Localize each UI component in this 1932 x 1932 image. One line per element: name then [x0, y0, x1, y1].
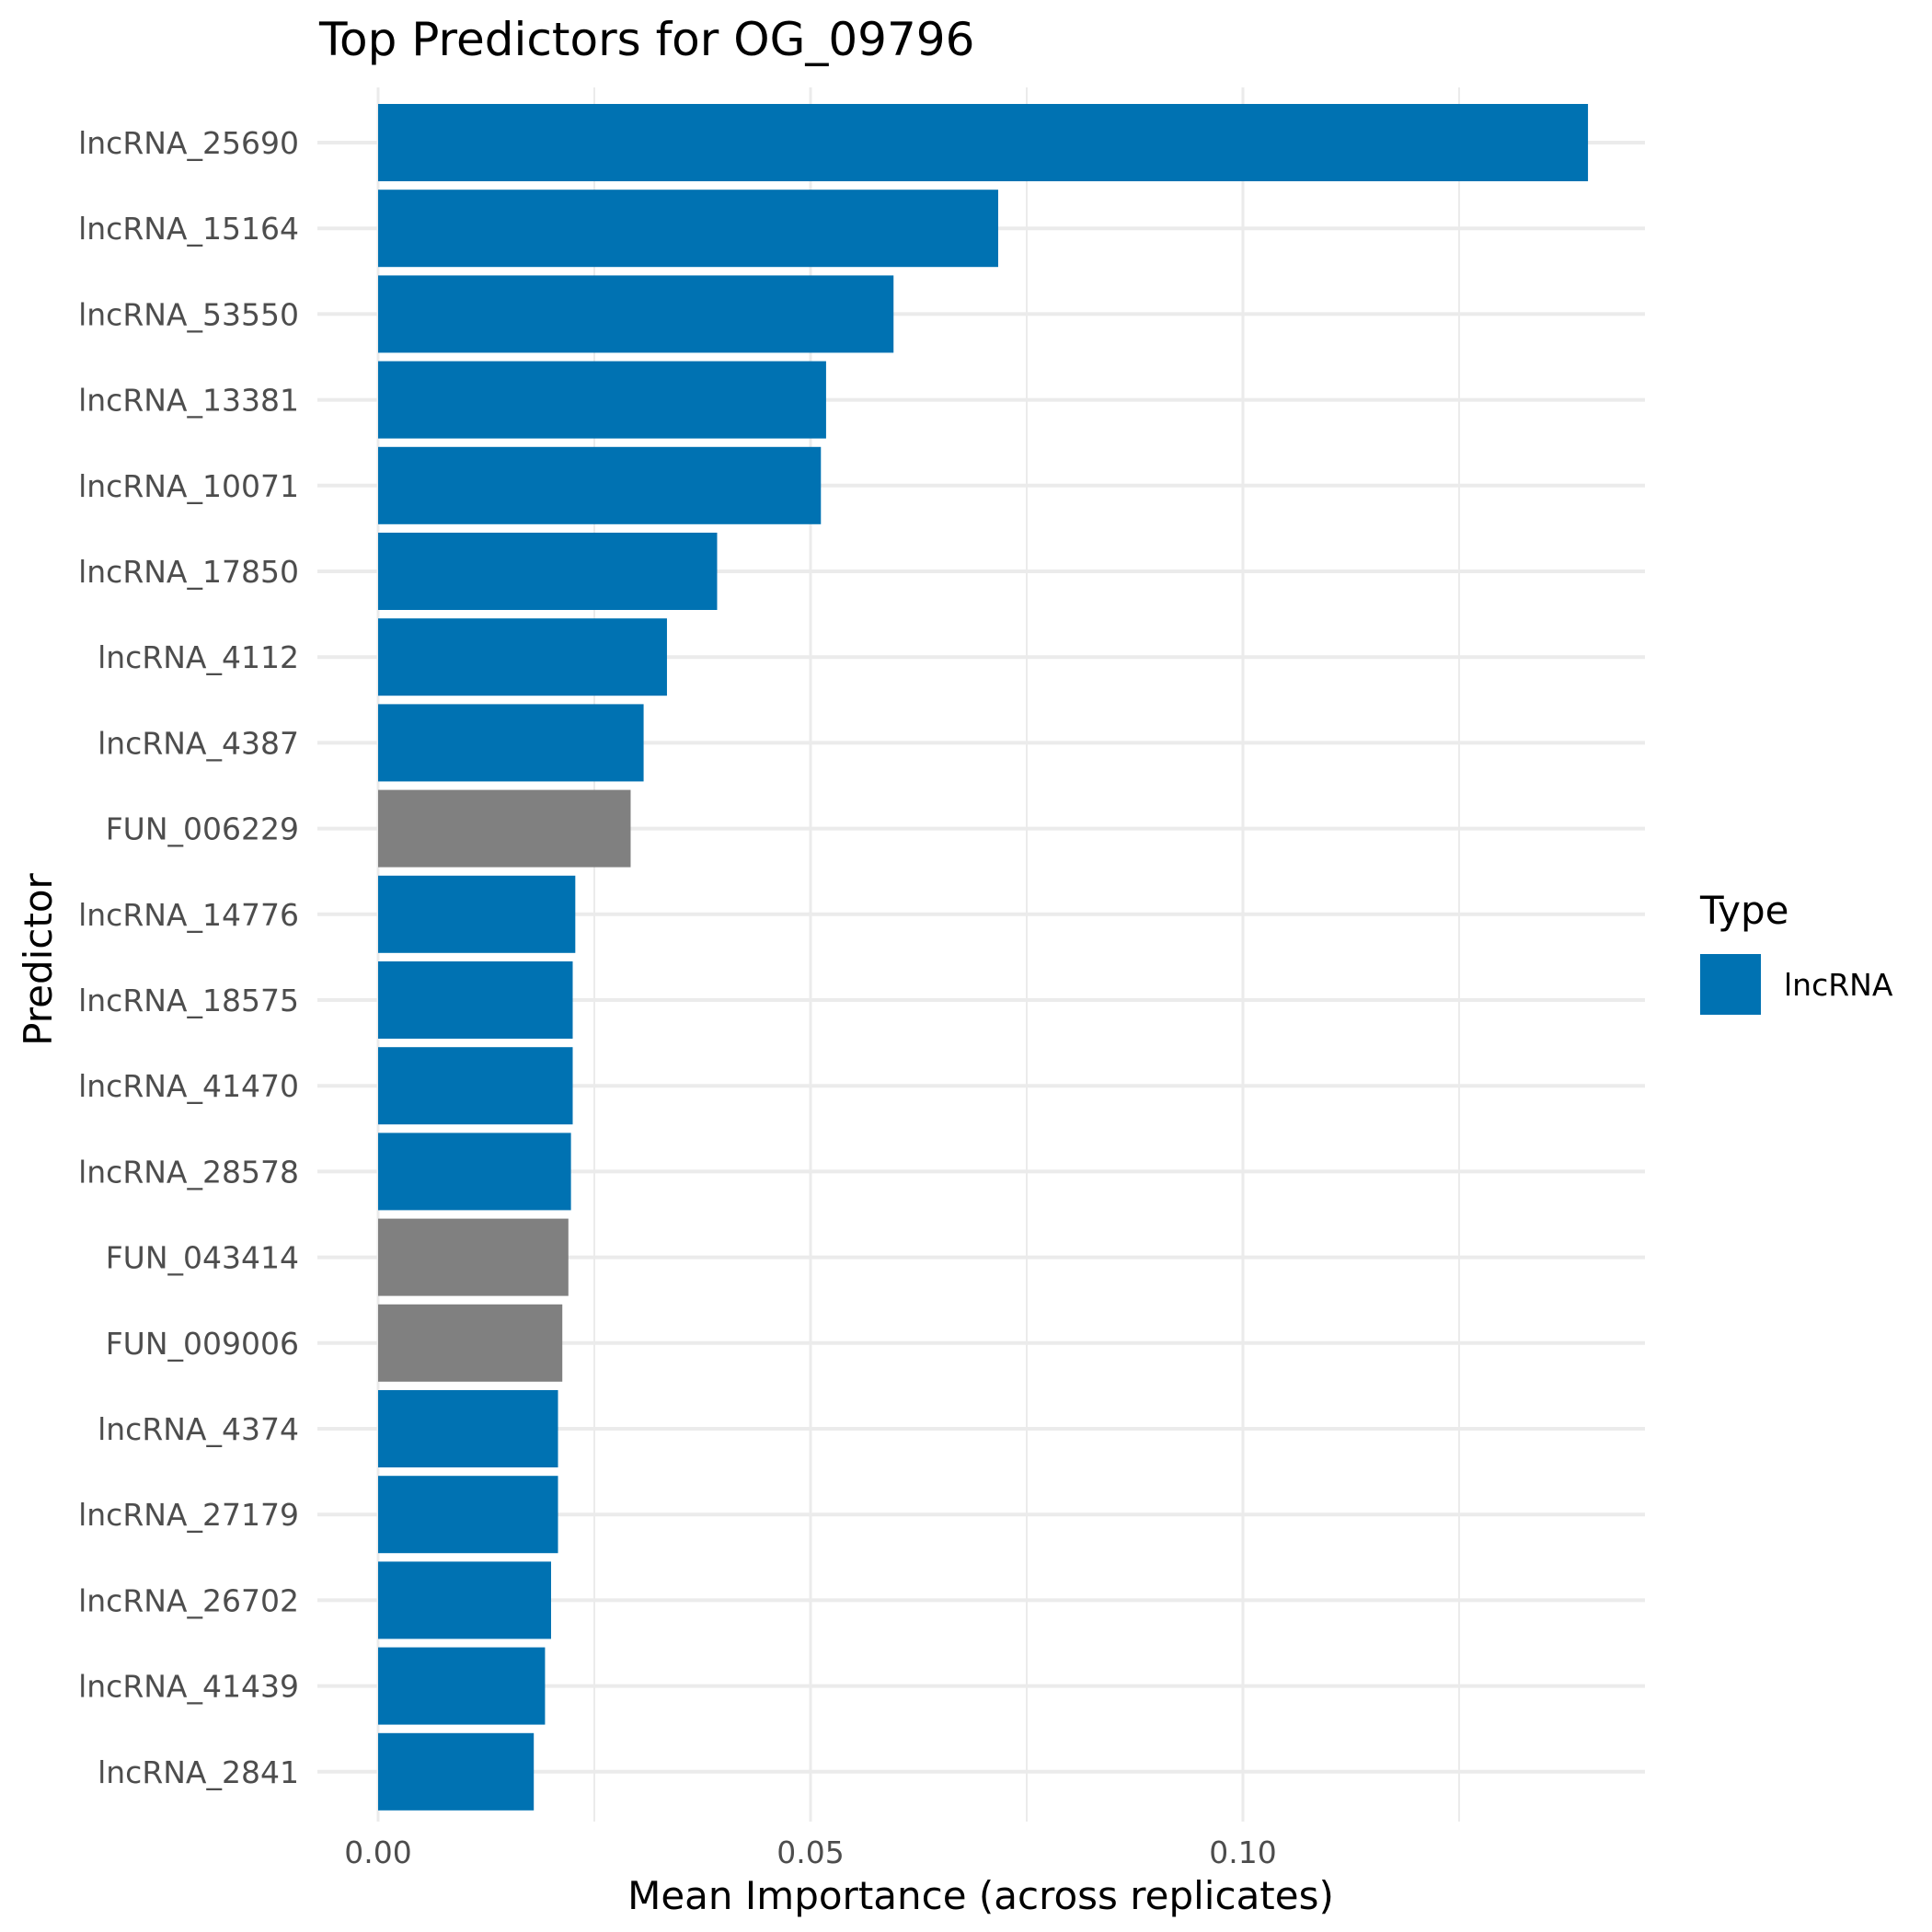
- bar-lncRNA_27179: [378, 1476, 558, 1554]
- bar-lncRNA_14776: [378, 875, 576, 953]
- y-tick-label: FUN_043414: [106, 1240, 299, 1276]
- y-tick-label: lncRNA_4112: [98, 639, 299, 675]
- y-axis-title: Predictor: [16, 872, 61, 1045]
- chart-title: Top Predictors for OG_09796: [318, 13, 974, 66]
- bar-lncRNA_13381: [378, 361, 826, 439]
- bars: [378, 104, 1589, 1811]
- y-tick-label: lncRNA_27179: [78, 1497, 299, 1533]
- y-tick-label: lncRNA_18575: [78, 983, 299, 1018]
- x-axis-title: Mean Importance (across replicates): [627, 1873, 1334, 1918]
- y-tick-label: lncRNA_41470: [78, 1068, 299, 1104]
- bar-lncRNA_53550: [378, 275, 894, 353]
- legend: Type lncRNA: [1699, 888, 1893, 1015]
- legend-swatch: [1700, 954, 1761, 1015]
- y-tick-label: lncRNA_41439: [78, 1669, 299, 1705]
- bar-lncRNA_2841: [378, 1732, 535, 1811]
- y-tick-label: lncRNA_15164: [78, 211, 299, 247]
- bar-lncRNA_10071: [378, 446, 822, 524]
- bar-lncRNA_17850: [378, 533, 718, 610]
- y-tick-label: lncRNA_25690: [78, 125, 299, 161]
- y-tick-label: lncRNA_53550: [78, 296, 299, 332]
- bar-lncRNA_4112: [378, 618, 667, 696]
- bar-FUN_006229: [378, 789, 631, 868]
- bar-lncRNA_4387: [378, 704, 644, 782]
- x-tick-label: 0.00: [344, 1834, 411, 1870]
- bar-lncRNA_41439: [378, 1647, 546, 1725]
- bar-lncRNA_25690: [378, 104, 1589, 181]
- y-tick-label: FUN_009006: [106, 1326, 299, 1362]
- bar-lncRNA_41470: [378, 1047, 573, 1125]
- y-tick-label: lncRNA_14776: [78, 897, 299, 933]
- legend-label: lncRNA: [1784, 967, 1893, 1003]
- bar-lncRNA_18575: [378, 961, 573, 1039]
- y-tick-label: lncRNA_13381: [78, 383, 299, 419]
- bar-FUN_043414: [378, 1218, 569, 1296]
- y-tick-label: lncRNA_28578: [78, 1154, 299, 1190]
- y-tick-label: lncRNA_4374: [98, 1411, 299, 1447]
- y-tick-label: lncRNA_10071: [78, 468, 299, 504]
- bar-FUN_009006: [378, 1304, 563, 1382]
- x-tick-label: 0.10: [1209, 1834, 1276, 1870]
- bar-lncRNA_15164: [378, 190, 998, 268]
- bar-lncRNA_28578: [378, 1133, 571, 1211]
- y-tick-label: lncRNA_2841: [98, 1754, 299, 1790]
- y-tick-label: lncRNA_4387: [98, 725, 299, 761]
- legend-entries: lncRNA: [1700, 954, 1893, 1015]
- legend-title: Type: [1699, 888, 1788, 933]
- bar-lncRNA_4374: [378, 1390, 558, 1467]
- x-tick-labels: 0.00 0.05 0.10: [344, 1834, 1276, 1870]
- x-tick-label: 0.05: [776, 1834, 844, 1870]
- y-tick-labels: lncRNA_25690 lncRNA_15164 lncRNA_53550 lncR…: [78, 125, 299, 1790]
- y-tick-label: lncRNA_17850: [78, 554, 299, 590]
- y-tick-label: lncRNA_26702: [78, 1582, 299, 1618]
- y-tick-label: FUN_006229: [106, 811, 299, 847]
- bar-lncRNA_26702: [378, 1561, 551, 1639]
